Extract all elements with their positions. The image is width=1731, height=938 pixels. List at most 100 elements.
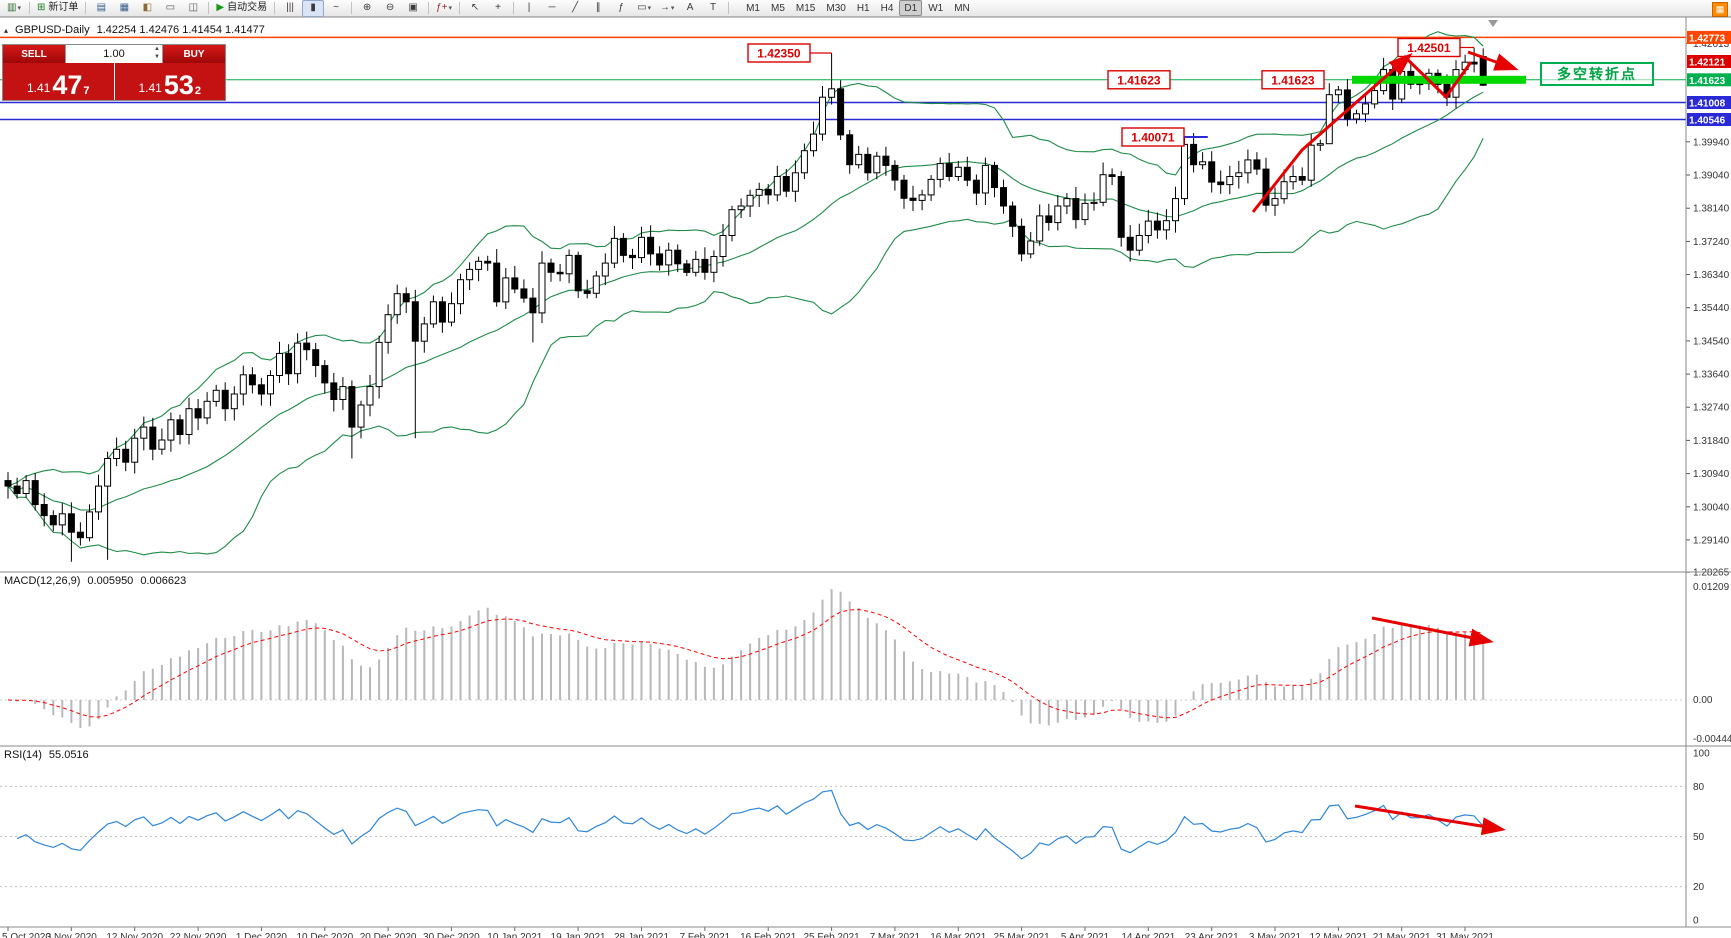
- svg-text:1.40546: 1.40546: [1689, 116, 1726, 127]
- volume-spinner[interactable]: ▲ ▼: [154, 45, 160, 62]
- sell-button[interactable]: SELL: [3, 45, 65, 63]
- timeframe-m15[interactable]: M15: [795, 2, 816, 14]
- svg-text:14 Apr 2021: 14 Apr 2021: [1121, 932, 1175, 938]
- timeframe-h1[interactable]: H1: [856, 2, 870, 14]
- svg-text:20 Dec 2020: 20 Dec 2020: [360, 932, 417, 938]
- panel-separators: [0, 16, 1731, 928]
- scale-layer: 1.42613 1.39940 1.39040 1.38140 1.37240 1.363…: [1686, 30, 1731, 927]
- trend-arrow-annotation[interactable]: [1467, 50, 1519, 71]
- indicators-button[interactable]: ƒ+ ▾: [433, 0, 455, 17]
- trend-arrow-annotation[interactable]: [1354, 804, 1506, 836]
- svg-text:1.30040: 1.30040: [1693, 502, 1730, 513]
- svg-text:16 Feb 2021: 16 Feb 2021: [740, 932, 797, 938]
- trendline-icon: ╱: [572, 2, 579, 13]
- candlestick-chart-button[interactable]: ▮: [302, 0, 325, 17]
- bar-chart-button[interactable]: |||: [279, 0, 301, 17]
- bands-layer: [7, 31, 1484, 556]
- tile-windows-button[interactable]: ▣: [402, 0, 424, 17]
- trend-arrow-annotation[interactable]: [1371, 616, 1494, 647]
- trendline-button[interactable]: ╱: [564, 0, 586, 17]
- timeframe-h4[interactable]: H4: [880, 2, 894, 14]
- fibonacci-button[interactable]: ƒ: [610, 0, 632, 17]
- timeframe-m30[interactable]: M30: [826, 2, 846, 14]
- data-window-button[interactable]: ▦: [113, 0, 135, 17]
- svg-text:21 May 2021: 21 May 2021: [1373, 932, 1431, 938]
- zoom-in-icon: ⊕: [362, 2, 372, 13]
- price-label-annotation[interactable]: 1.42501: [1397, 37, 1475, 58]
- indicators-icon: ƒ+: [436, 2, 448, 13]
- svg-text:31 May 2021: 31 May 2021: [1436, 932, 1494, 938]
- market-watch-button[interactable]: ▤: [90, 0, 112, 17]
- svg-text:1.37240: 1.37240: [1693, 237, 1730, 248]
- terminal-icon: ▭: [165, 2, 176, 13]
- svg-text:0.00: 0.00: [1693, 695, 1713, 706]
- trend-arrow-annotation[interactable]: [1402, 54, 1473, 100]
- navigator-button[interactable]: ◧: [136, 0, 158, 17]
- ohlc-values: 1.42254 1.42476 1.41454 1.41477: [96, 24, 265, 36]
- auto-trading-icon: ▶: [216, 2, 225, 13]
- svg-text:50: 50: [1693, 832, 1705, 843]
- buy-price-prefix: 1.41: [138, 81, 162, 95]
- new-order-label: 新订单: [48, 2, 79, 13]
- buy-price[interactable]: 1.41 53 2: [114, 63, 225, 100]
- horizontal-line-button[interactable]: ─: [541, 0, 563, 17]
- cursor-button[interactable]: ↖: [464, 0, 486, 17]
- line-chart-icon: ~: [333, 2, 340, 13]
- svg-text:12 May 2021: 12 May 2021: [1309, 932, 1367, 938]
- price-label-annotation[interactable]: 1.41623: [1107, 70, 1171, 90]
- svg-text:3 May 2021: 3 May 2021: [1249, 932, 1302, 938]
- zoom-out-button[interactable]: ⊖: [379, 0, 401, 17]
- new-chart-button[interactable]: ▥ ▾: [3, 0, 25, 17]
- shapes-button[interactable]: ▭ ▾: [633, 0, 655, 17]
- spinner-up-icon[interactable]: ▲: [154, 46, 160, 52]
- sell-price[interactable]: 1.41 47 7: [3, 63, 115, 100]
- text-label-button[interactable]: T: [702, 0, 724, 17]
- chart-shift-marker-icon[interactable]: [1488, 20, 1498, 27]
- spinner-down-icon[interactable]: ▼: [154, 54, 160, 61]
- sell-price-sup: 7: [83, 85, 90, 97]
- text-button[interactable]: A: [679, 0, 701, 17]
- svg-text:3 Nov 2020: 3 Nov 2020: [46, 932, 98, 938]
- price-label-annotation[interactable]: 1.40071: [1121, 127, 1208, 147]
- arrows-button[interactable]: → ▾: [656, 0, 678, 17]
- timeframe-d1[interactable]: D1: [899, 0, 923, 16]
- svg-text:5 Apr 2021: 5 Apr 2021: [1061, 932, 1110, 938]
- market-watch-icon: ▤: [96, 2, 107, 13]
- timeframe-w1[interactable]: W1: [928, 2, 944, 14]
- toolbar-corner-icon[interactable]: ▦: [1712, 2, 1728, 17]
- volume-value: 1.00: [103, 48, 125, 60]
- svg-text:80: 80: [1693, 782, 1705, 793]
- vertical-line-button[interactable]: |: [518, 0, 540, 17]
- svg-text:1.42773: 1.42773: [1689, 33, 1726, 44]
- timeframe-m5[interactable]: M5: [771, 2, 785, 14]
- crosshair-button[interactable]: +: [487, 0, 509, 17]
- new-order-button[interactable]: ⊞ 新订单: [34, 0, 81, 17]
- svg-text:7 Feb 2021: 7 Feb 2021: [680, 932, 731, 938]
- channel-button[interactable]: ∥: [587, 0, 609, 17]
- line-chart-button[interactable]: ~: [325, 0, 347, 17]
- auto-trading-button[interactable]: ▶ 自动交易: [213, 0, 270, 17]
- anno-layer[interactable]: 1.42350 1.41623 1.41623 1.42501 1.40071: [747, 20, 1519, 836]
- price-label-annotation[interactable]: 1.41623: [1261, 70, 1325, 90]
- timeframe-mn[interactable]: MN: [954, 2, 970, 14]
- zoom-in-button[interactable]: ⊕: [356, 0, 378, 17]
- svg-text:1.30940: 1.30940: [1693, 469, 1730, 480]
- svg-text:22 Nov 2020: 22 Nov 2020: [170, 932, 227, 938]
- svg-text:100: 100: [1693, 749, 1710, 760]
- svg-text:1.34540: 1.34540: [1693, 336, 1730, 347]
- trend-arrow-annotation[interactable]: [1251, 53, 1413, 213]
- terminal-button[interactable]: ▭: [159, 0, 181, 17]
- toolbar-separator: [513, 2, 515, 14]
- rsi-label: RSI(14) 55.0516: [4, 749, 89, 761]
- timeframe-m1[interactable]: M1: [746, 2, 760, 14]
- svg-text:1.42121: 1.42121: [1689, 58, 1726, 69]
- strategy-tester-button[interactable]: ◫: [182, 0, 204, 17]
- collapse-panel-icon[interactable]: ▴: [4, 25, 9, 35]
- volume-input[interactable]: 1.00 ▲ ▼: [65, 45, 163, 63]
- svg-text:0.01209: 0.01209: [1693, 582, 1730, 593]
- auto-trading-label: 自动交易: [227, 2, 268, 13]
- turning-point-label[interactable]: 多空转折点: [1540, 62, 1654, 86]
- buy-button[interactable]: BUY: [163, 45, 225, 63]
- price-label-annotation[interactable]: 1.42350: [747, 43, 832, 63]
